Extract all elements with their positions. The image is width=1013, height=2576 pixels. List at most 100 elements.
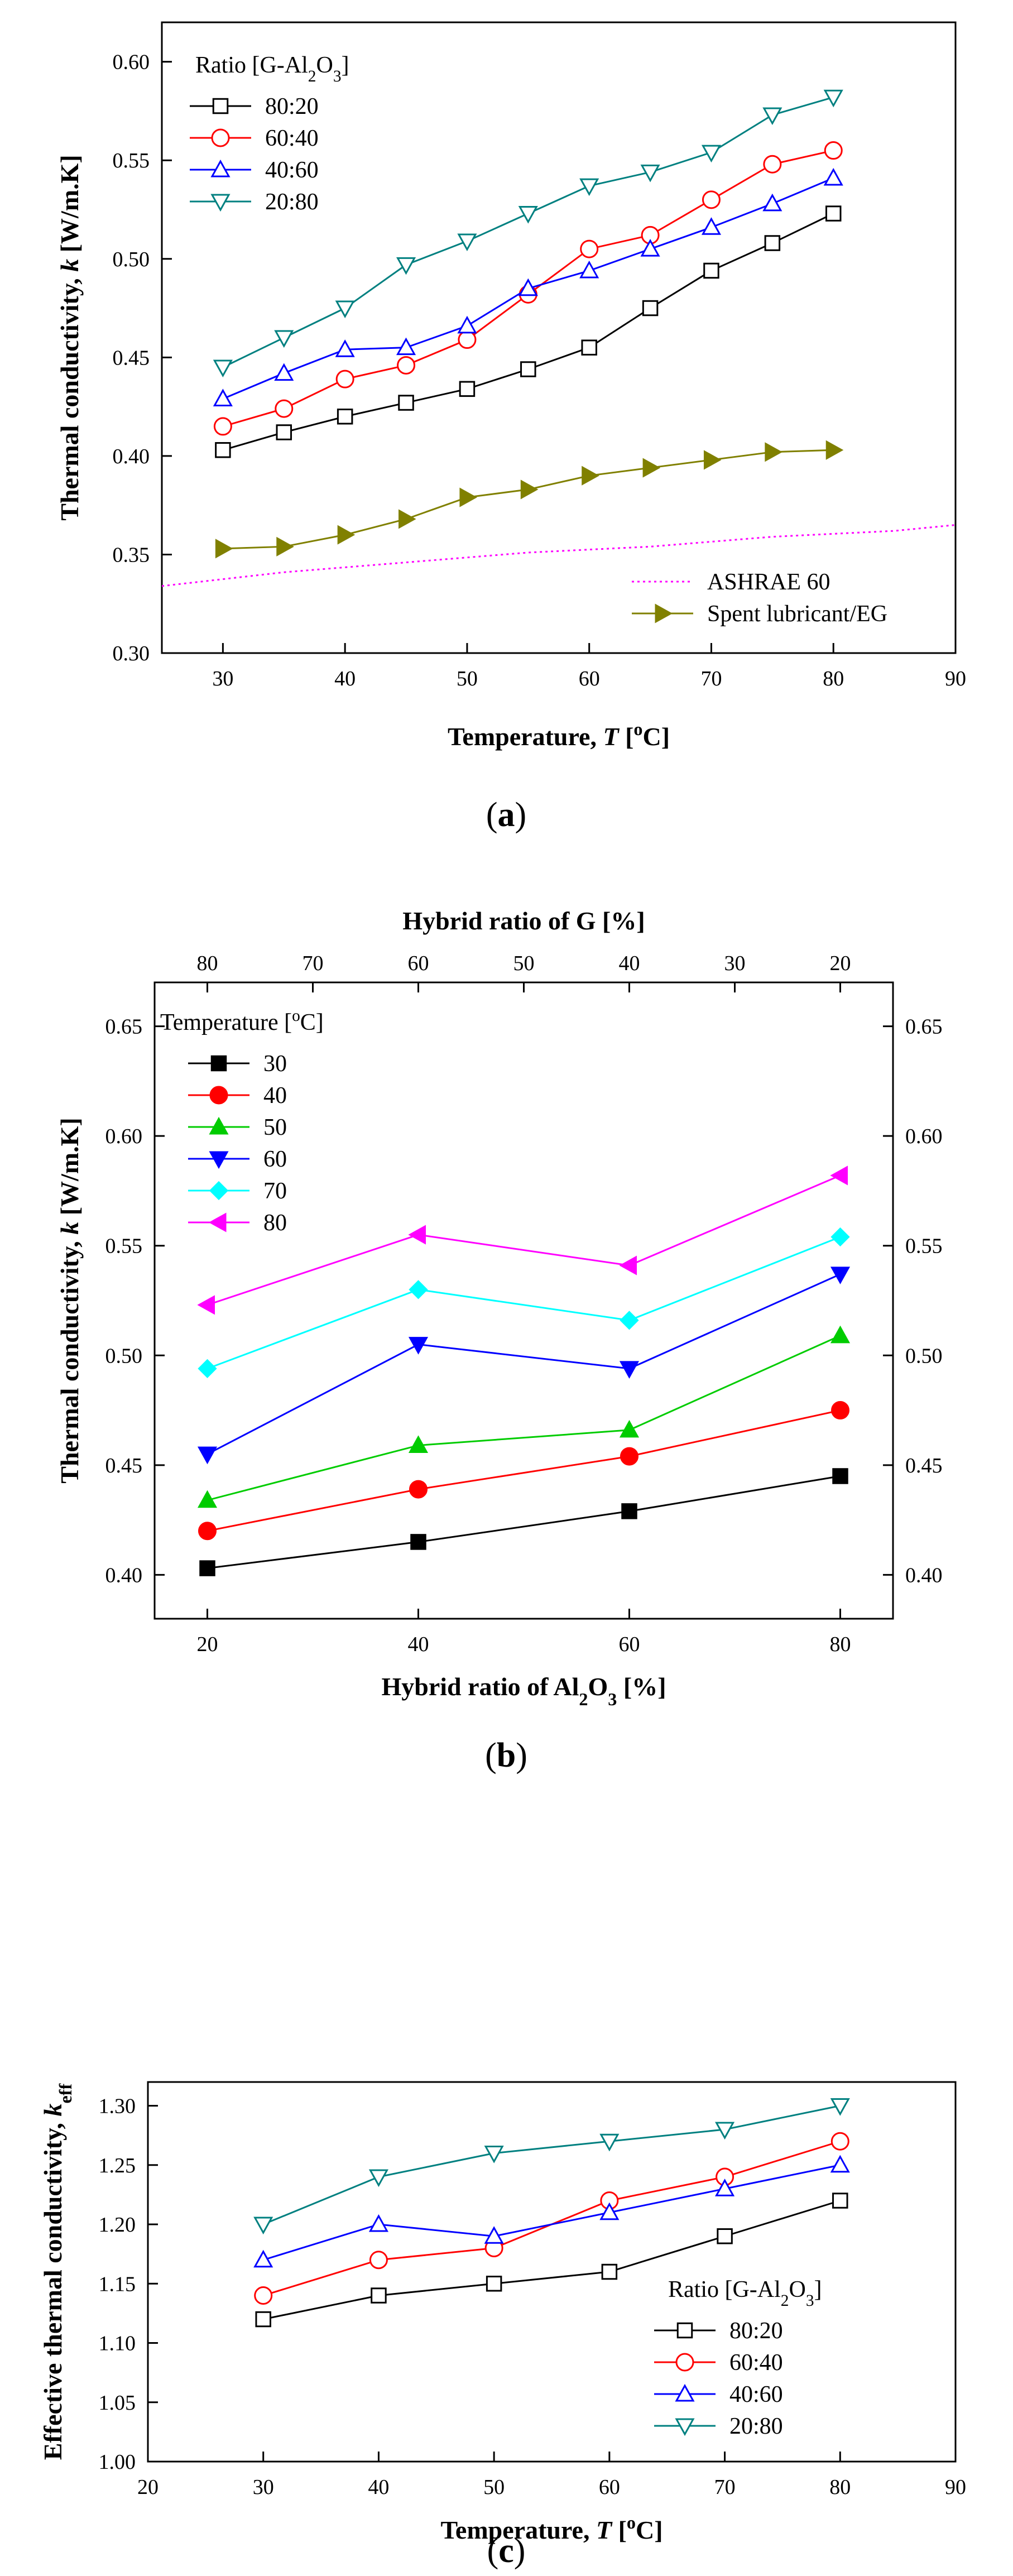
- data-point: [459, 487, 478, 507]
- data-point: [579, 260, 599, 279]
- x-tick-label: 60: [599, 2476, 620, 2499]
- data-point: [830, 1227, 850, 1247]
- x2-tick-label: 50: [513, 952, 535, 975]
- series-line-60-40: [263, 2140, 841, 2296]
- data-point: [763, 155, 782, 174]
- data-point: [830, 2098, 850, 2116]
- series-line-80-20: [263, 2200, 841, 2320]
- data-point: [717, 2228, 733, 2244]
- series-line-spent-lubricant-eg: [223, 449, 834, 550]
- data-point: [213, 417, 232, 436]
- legend-marker: [209, 1151, 229, 1169]
- data-point: [275, 399, 294, 418]
- data-point: [335, 339, 355, 357]
- legend-marker: [675, 2418, 695, 2436]
- data-point: [408, 1225, 426, 1245]
- series-line-60: [207, 1273, 841, 1455]
- data-point: [825, 205, 842, 222]
- data-point: [581, 339, 597, 356]
- data-point: [619, 1361, 640, 1379]
- data-point: [599, 2133, 620, 2152]
- legend-label: 60: [263, 1147, 287, 1172]
- x-tick-label: 80: [823, 667, 844, 690]
- x2-tick-label: 70: [303, 952, 324, 975]
- data-point: [337, 409, 353, 425]
- data-point: [484, 2226, 504, 2244]
- y-tick-label: 0.50: [113, 248, 150, 271]
- x-tick-label: 90: [945, 2476, 966, 2499]
- legend-marker: [211, 128, 230, 147]
- y2-tick-label: 0.60: [905, 1125, 943, 1148]
- data-point: [762, 107, 782, 126]
- y-tick-label: 0.65: [105, 1015, 143, 1039]
- data-point: [582, 466, 599, 486]
- y-axis-title: Effective thermal conductivity, keff: [39, 2083, 75, 2460]
- y-tick-label: 0.45: [105, 1454, 143, 1478]
- data-point: [215, 539, 233, 559]
- data-point: [764, 235, 781, 251]
- data-point: [410, 1534, 426, 1550]
- data-point: [409, 1480, 428, 1499]
- data-point: [457, 233, 477, 252]
- legend-label: 50: [263, 1115, 287, 1140]
- x2-axis-title: Hybrid ratio of G [%]: [402, 906, 645, 935]
- series-line-ashrae-60: [161, 524, 956, 587]
- data-point: [253, 2249, 273, 2268]
- series-line-30: [207, 1475, 841, 1570]
- legend-marker: [212, 98, 229, 114]
- legend-marker: [675, 2353, 694, 2372]
- x-tick-label: 40: [408, 1633, 429, 1656]
- data-point: [702, 190, 721, 209]
- legend-title: Ratio [G-Al2O3]: [668, 2277, 822, 2310]
- y-tick-label: 0.40: [113, 445, 150, 468]
- data-point: [830, 1325, 851, 1344]
- x-tick-label: 80: [829, 2476, 851, 2499]
- y2-tick-label: 0.55: [905, 1235, 943, 1258]
- series-line-40: [207, 1409, 841, 1532]
- plot-frame: [147, 2081, 957, 2463]
- data-point: [620, 1311, 639, 1330]
- panel-label: (a): [486, 796, 526, 834]
- legend-marker: [208, 1212, 227, 1232]
- legend-marker: [210, 1055, 227, 1072]
- data-point: [831, 1401, 849, 1420]
- data-point: [518, 278, 538, 296]
- data-point: [396, 337, 416, 356]
- data-point: [457, 315, 477, 334]
- x2-tick-label: 30: [724, 952, 746, 975]
- data-point: [830, 1165, 848, 1186]
- legend-label: 40:60: [265, 157, 319, 183]
- y-tick-label: 0.60: [113, 51, 150, 74]
- x-axis-title: Temperature, T [oC]: [440, 2512, 662, 2544]
- x-tick-label: 20: [137, 2476, 159, 2499]
- data-point: [832, 1468, 848, 1484]
- y2-tick-label: 0.45: [905, 1454, 943, 1478]
- x-tick-label: 50: [457, 667, 478, 690]
- series-line-20-80: [263, 2105, 841, 2225]
- data-point: [823, 167, 843, 186]
- data-point: [640, 239, 660, 257]
- series-line-80: [207, 1174, 841, 1306]
- data-point: [703, 262, 719, 279]
- data-point: [601, 2263, 618, 2280]
- y-axis-title: Thermal conductivity, k [W/m.K]: [55, 1117, 84, 1483]
- x-tick-label: 60: [579, 667, 600, 690]
- x2-tick-label: 20: [830, 952, 851, 975]
- data-point: [830, 2155, 850, 2173]
- x-tick-label: 50: [483, 2476, 505, 2499]
- data-point: [198, 1359, 217, 1378]
- data-point: [371, 2287, 387, 2304]
- data-point: [580, 239, 599, 258]
- chart-panel-b: 20 40 60 80 0.40 0.40 0.45 0.45 0.50 0.50 0.55 0.55…: [55, 906, 943, 1774]
- y-tick-label: 0.55: [113, 149, 150, 172]
- x-tick-label: 90: [945, 667, 966, 690]
- y-axis-title: Thermal conductivity, k [W/m.K]: [55, 155, 84, 520]
- data-point: [484, 2146, 504, 2164]
- data-point: [198, 1522, 217, 1541]
- y-tick-label: 0.55: [105, 1235, 143, 1258]
- y-tick-label: 0.50: [105, 1344, 143, 1368]
- y-tick-label: 0.60: [105, 1125, 143, 1148]
- data-point: [520, 361, 536, 377]
- data-point: [368, 2214, 388, 2232]
